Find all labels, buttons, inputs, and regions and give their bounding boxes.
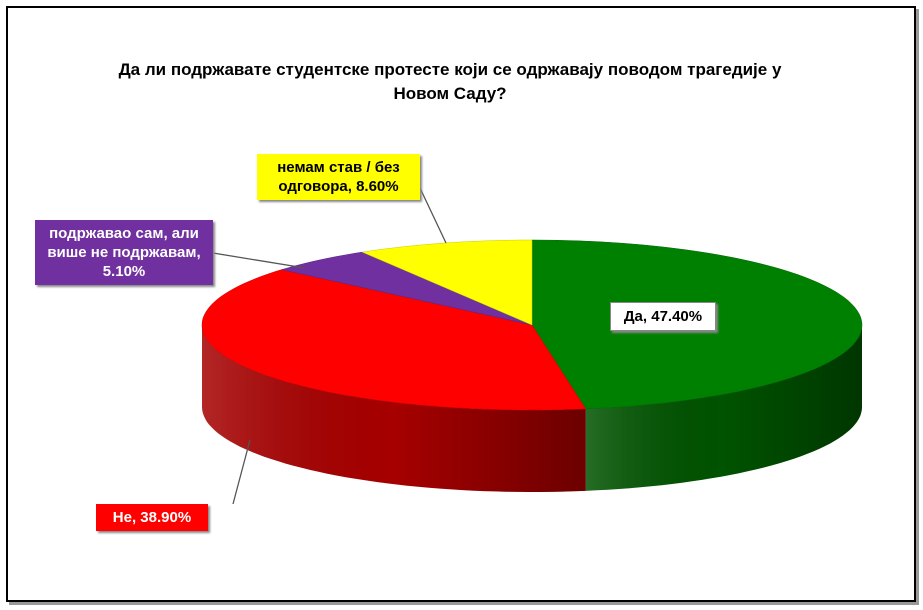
data-label: немам став / без одговора, 8.60% [257, 154, 420, 200]
pie-slice [201, 269, 587, 411]
leader-lines [212, 187, 447, 505]
chart-title: Да ли подржавате студентске протесте кој… [118, 60, 782, 103]
pie-slice [281, 251, 533, 326]
pie-side-shade [585, 325, 862, 491]
pie-side-shade [202, 325, 586, 492]
leader-line [232, 439, 251, 505]
data-label: подржавао сам, али више не подржавам, 5.… [35, 220, 213, 285]
pie-slice [361, 239, 533, 326]
data-label: Да, 47.40% [610, 302, 716, 331]
leader-line [212, 252, 306, 269]
leader-line [419, 187, 447, 244]
data-label: Не, 38.90% [96, 504, 208, 531]
